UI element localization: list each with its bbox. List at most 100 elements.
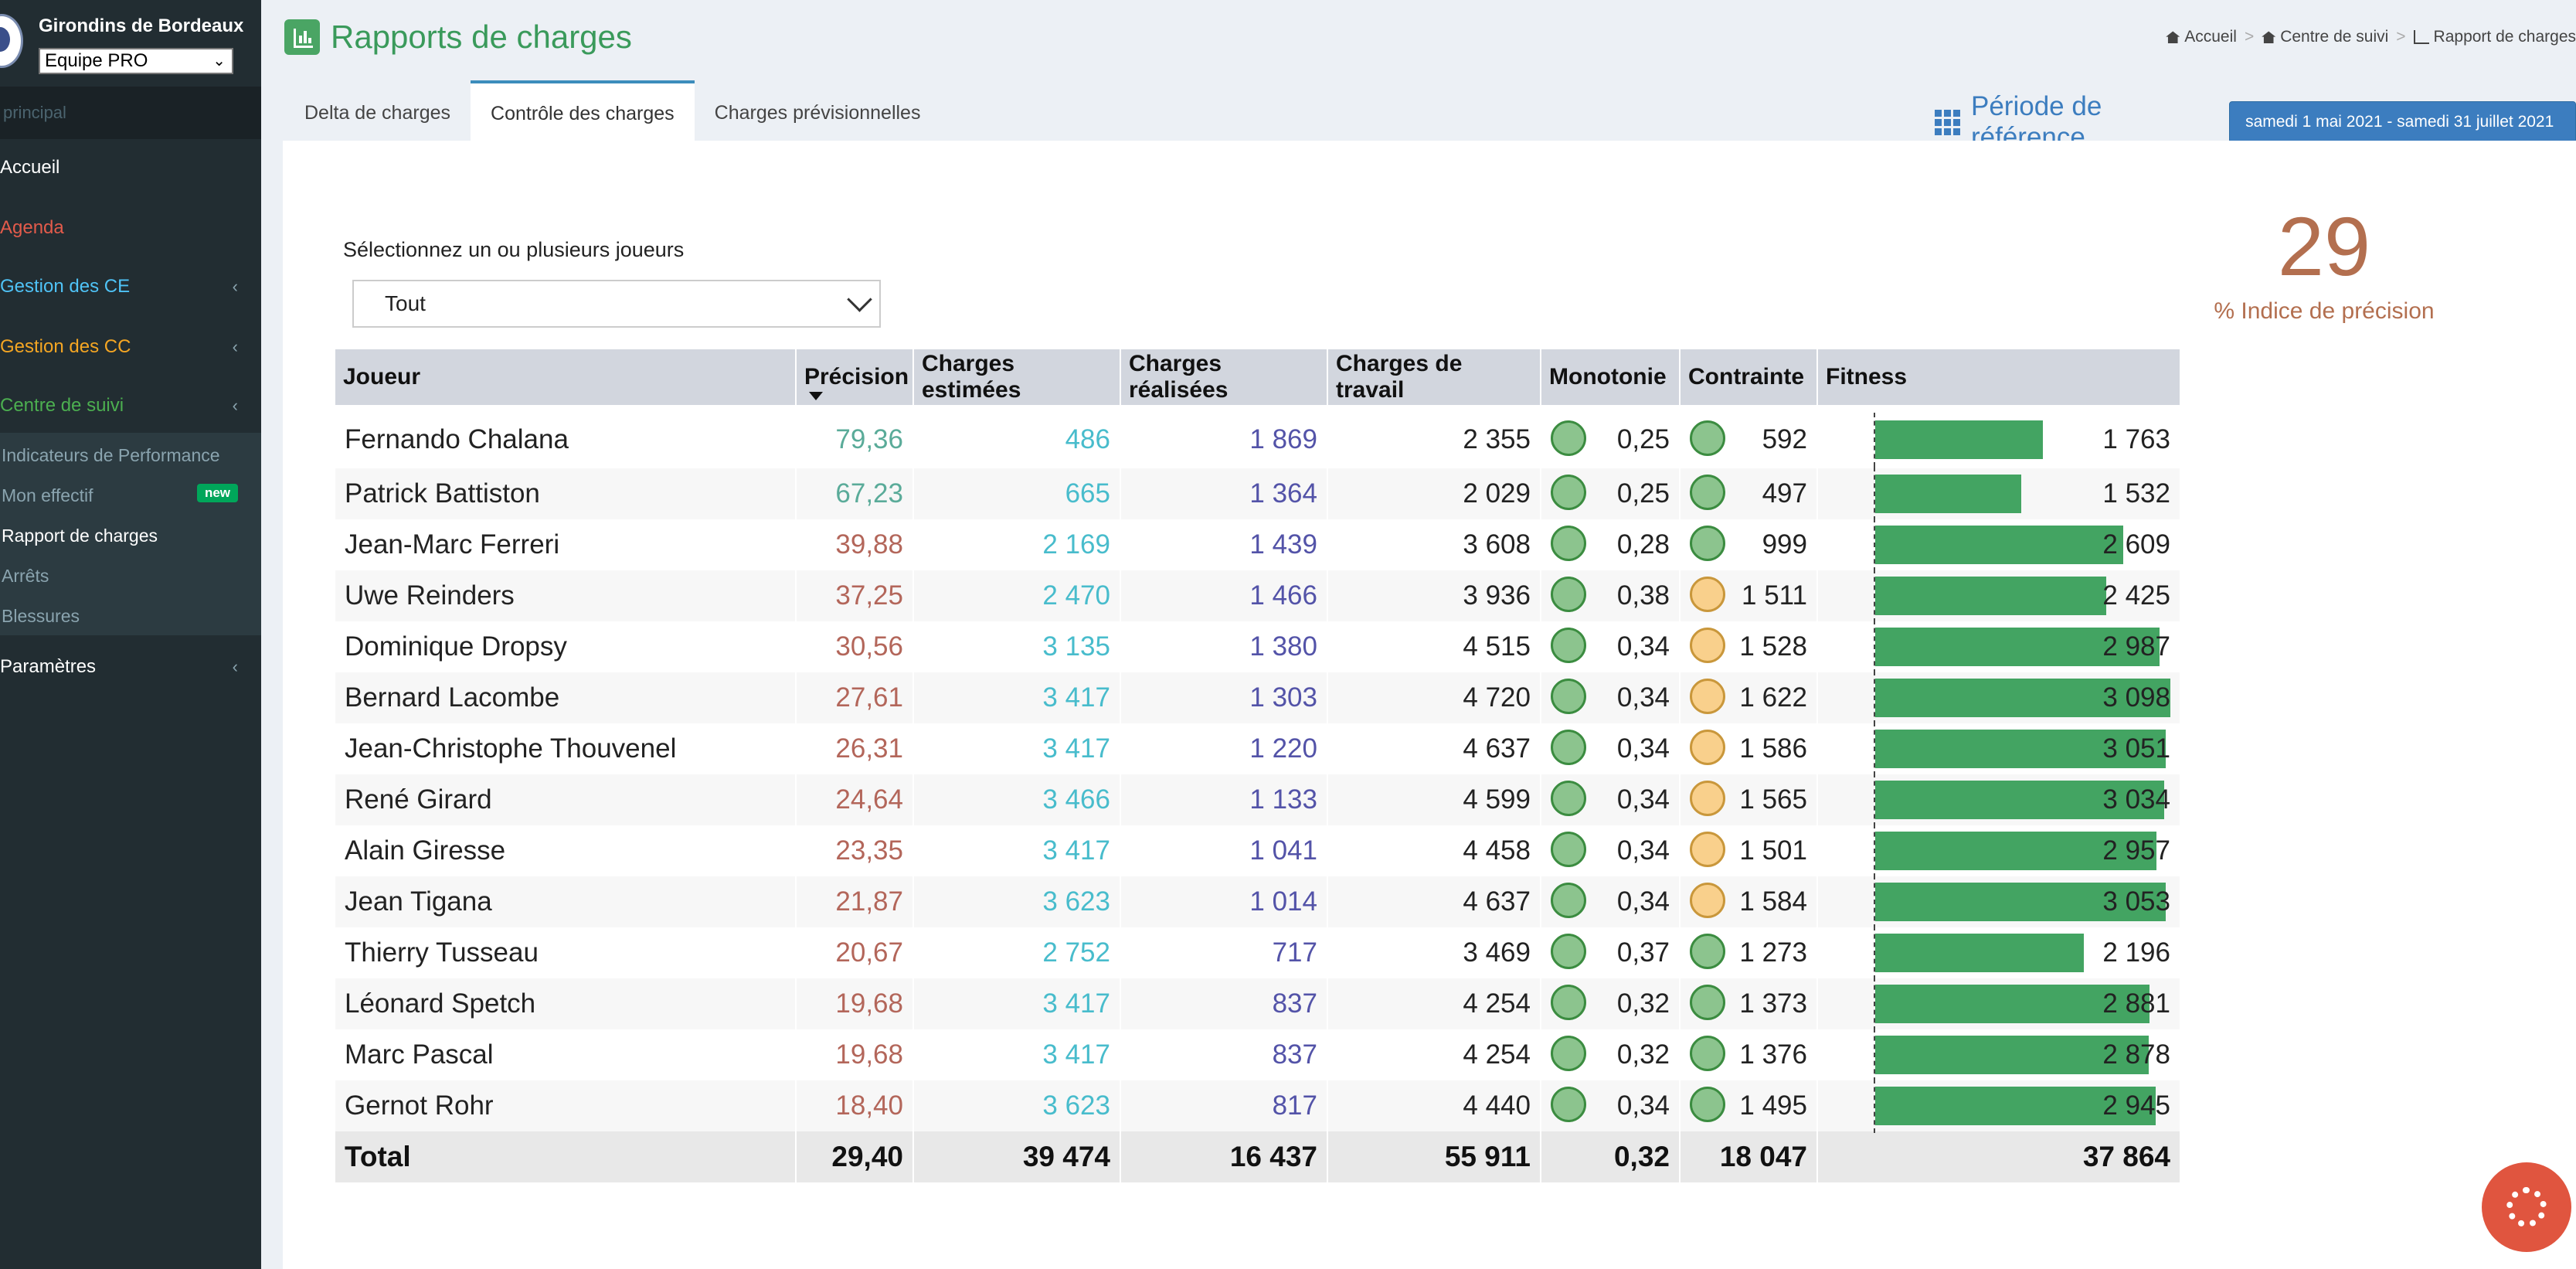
breadcrumb-centre-suivi[interactable]: Centre de suivi (2262, 28, 2388, 46)
cell-workload: 3 608 (1327, 519, 1541, 570)
breadcrumb-home[interactable]: Accueil (2166, 28, 2237, 46)
total-strain: 18 047 (1680, 1131, 1818, 1182)
table-row[interactable]: Uwe Reinders 37,25 2 470 1 466 3 936 0,38 1 51… (335, 569, 2181, 623)
table-row[interactable]: Patrick Battiston 67,23 665 1 364 2 029 0,25 4… (335, 467, 2181, 521)
period-dropdown-button[interactable]: samedi 1 mai 2021 - samedi 31 juillet 20… (2229, 101, 2576, 171)
status-dot-icon (1551, 934, 1586, 969)
submenu-item-rapport-charges[interactable]: Rapport de charges (2, 526, 158, 546)
cell-estimated: 3 417 (913, 825, 1121, 876)
table-row[interactable]: Thierry Tusseau 20,67 2 752 717 3 469 0,37 1 2… (335, 926, 2181, 980)
cell-estimated: 3 466 (913, 774, 1121, 825)
cell-precision: 21,87 (796, 876, 914, 927)
page-header: Rapports de charges (284, 15, 632, 59)
cell-monotony: 0,34 (1541, 825, 1681, 876)
cell-workload: 4 720 (1327, 672, 1541, 723)
cell-estimated: 2 470 (913, 570, 1121, 621)
cell-workload: 4 458 (1327, 825, 1541, 876)
bar-chart-icon (284, 19, 320, 55)
fitness-bar (1875, 420, 2043, 459)
cell-fitness: 2 425 (1817, 569, 2181, 623)
cell-player-name: Bernard Lacombe (335, 672, 797, 723)
lifebuoy-icon[interactable] (2482, 1162, 2571, 1252)
cell-player-name: Fernando Chalana (335, 405, 797, 468)
player-filter-select[interactable]: Tout (352, 280, 881, 328)
sidebar-item-parametres[interactable]: Paramètres ‹ (0, 638, 261, 696)
sidebar-item-label: Accueil (0, 157, 60, 178)
table-row[interactable]: Alain Giresse 23,35 3 417 1 041 4 458 0,34 1 5… (335, 824, 2181, 878)
sidebar-item-gestion-ce[interactable]: Gestion des CE ‹ (0, 258, 261, 315)
team-select[interactable]: Equipe PRO ⌄ (39, 48, 233, 74)
submenu-item-indicateurs[interactable]: Indicateurs de Performance (2, 445, 220, 465)
cell-estimated: 3 417 (913, 978, 1121, 1029)
submenu-item-mon-effectif[interactable]: Mon effectif new (2, 484, 261, 506)
table-row[interactable]: Fernando Chalana 79,36 486 1 869 2 355 0,25 59… (335, 405, 2181, 468)
fitness-bar (1875, 832, 2156, 870)
cell-estimated: 486 (913, 405, 1121, 468)
cell-fitness: 2 196 (1817, 926, 2181, 980)
precision-index-label: % Indice de précision (2214, 298, 2435, 324)
status-dot-icon (1551, 730, 1586, 765)
sidebar-item-gestion-cc[interactable]: Gestion des CC ‹ (0, 318, 261, 376)
col-monotonie[interactable]: Monotonie (1541, 349, 1681, 405)
tab-controle-charges[interactable]: Contrôle des charges (471, 80, 695, 141)
sidebar-item-accueil[interactable]: Accueil (0, 139, 261, 196)
fitness-axis (1874, 467, 1875, 521)
col-joueur[interactable]: Joueur (335, 349, 797, 405)
col-contrainte[interactable]: Contrainte (1680, 349, 1818, 405)
cell-fitness: 3 034 (1817, 773, 2181, 827)
cell-monotony: 0,32 (1541, 978, 1681, 1029)
cell-estimated: 3 417 (913, 1029, 1121, 1080)
chevron-down-icon: ‹ (232, 396, 238, 415)
fitness-bar (1875, 1087, 2156, 1125)
submenu-item-blessures[interactable]: Blessures (2, 606, 80, 626)
cell-strain: 592 (1680, 405, 1818, 468)
status-dot-icon (1690, 934, 1725, 969)
col-charges-estimees[interactable]: Charges estimées (913, 349, 1121, 405)
tab-delta-charges[interactable]: Delta de charges (304, 102, 451, 124)
table-header-row: Joueur Précision Charges estimées Charge… (335, 349, 2181, 405)
sidebar-item-centre-suivi[interactable]: Centre de suivi ‹ (0, 377, 261, 434)
col-fitness[interactable]: Fitness (1817, 349, 2181, 405)
sidebar-item-label: Agenda (0, 217, 64, 238)
table-row[interactable]: Jean Tigana 21,87 3 623 1 014 4 637 0,34 1 584… (335, 875, 2181, 929)
cell-realized: 1 303 (1120, 672, 1328, 723)
submenu-item-arrets[interactable]: Arrêts (2, 566, 49, 586)
table-row[interactable]: Léonard Spetch 19,68 3 417 837 4 254 0,32 1 37… (335, 977, 2181, 1031)
table-row[interactable]: Jean-Christophe Thouvenel 26,31 3 417 1 220… (335, 722, 2181, 776)
cell-strain: 1 373 (1680, 978, 1818, 1029)
fitness-bar (1875, 628, 2160, 666)
table-row[interactable]: Dominique Dropsy 30,56 3 135 1 380 4 515 0,34… (335, 620, 2181, 674)
cell-fitness: 2 957 (1817, 824, 2181, 878)
table-row[interactable]: René Girard 24,64 3 466 1 133 4 599 0,34 1 565… (335, 773, 2181, 827)
sidebar-item-agenda[interactable]: Agenda (0, 199, 261, 257)
table-row[interactable]: Jean-Marc Ferreri 39,88 2 169 1 439 3 608 0,2… (335, 518, 2181, 572)
table-row[interactable]: Marc Pascal 19,68 3 417 837 4 254 0,32 1 376 2 … (335, 1028, 2181, 1082)
cell-precision: 19,68 (796, 978, 914, 1029)
cell-precision: 23,35 (796, 825, 914, 876)
fitness-bar (1875, 883, 2166, 921)
table-row[interactable]: Gernot Rohr 18,40 3 623 817 4 440 0,34 1 495 2 … (335, 1079, 2181, 1133)
tab-charges-previsionnelles[interactable]: Charges prévisionnelles (714, 102, 921, 124)
col-precision[interactable]: Précision (796, 349, 914, 405)
cell-estimated: 3 135 (913, 621, 1121, 672)
cell-player-name: Dominique Dropsy (335, 621, 797, 672)
status-dot-icon (1551, 985, 1586, 1020)
chevron-down-icon: ⌄ (212, 53, 226, 70)
col-charges-realisees[interactable]: Charges réalisées (1120, 349, 1328, 405)
col-charges-travail[interactable]: Charges de travail (1327, 349, 1541, 405)
fitness-axis (1874, 875, 1875, 929)
cell-monotony: 0,34 (1541, 1080, 1681, 1131)
club-name: Girondins de Bordeaux (39, 15, 244, 36)
cell-player-name: Patrick Battiston (335, 468, 797, 519)
fitness-axis (1874, 569, 1875, 623)
cell-player-name: René Girard (335, 774, 797, 825)
cell-monotony: 0,32 (1541, 1029, 1681, 1080)
sidebar-item-label: Gestion des CC (0, 336, 131, 357)
table-row[interactable]: Bernard Lacombe 27,61 3 417 1 303 4 720 0,34 1… (335, 671, 2181, 725)
new-badge: new (196, 484, 238, 502)
cell-workload: 4 515 (1327, 621, 1541, 672)
cell-player-name: Jean-Christophe Thouvenel (335, 723, 797, 774)
status-dot-icon (1690, 1087, 1725, 1122)
precision-index-value: 29 (2277, 199, 2371, 293)
sidebar: Girondins de Bordeaux Equipe PRO ⌄ princ… (0, 0, 261, 1269)
